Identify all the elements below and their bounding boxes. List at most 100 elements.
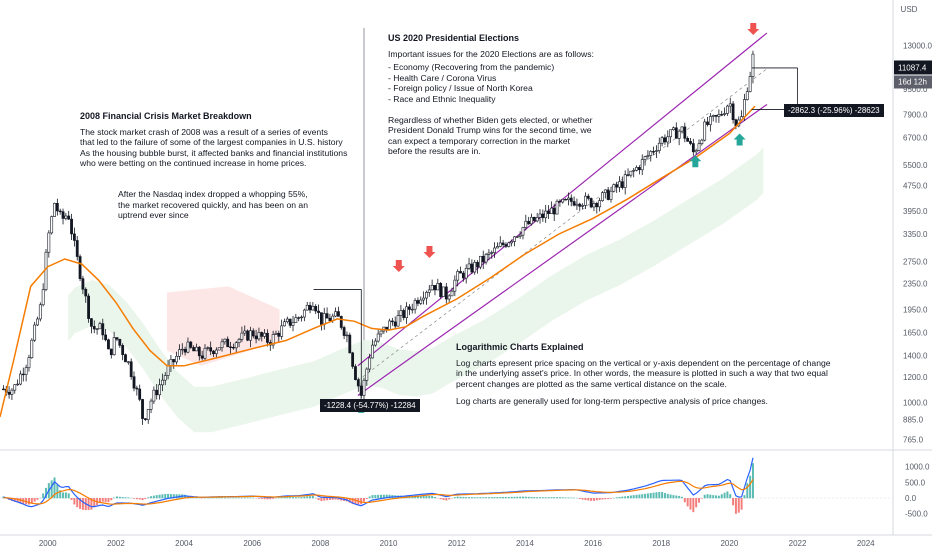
candle-body bbox=[240, 332, 244, 340]
candle-body bbox=[595, 203, 599, 208]
candle-body bbox=[72, 233, 76, 241]
histogram-bar bbox=[351, 498, 354, 504]
histogram-bar bbox=[354, 498, 357, 505]
candle-body bbox=[92, 326, 96, 330]
candle-body bbox=[586, 195, 590, 199]
candle-body bbox=[655, 150, 658, 152]
candle-body bbox=[7, 391, 11, 395]
histogram-bar bbox=[64, 492, 67, 499]
time-tick-label: 2006 bbox=[243, 539, 261, 548]
candle-body bbox=[515, 236, 519, 238]
histogram-bar bbox=[169, 494, 172, 499]
last-price-label: 11087.4 bbox=[898, 63, 927, 72]
candle-body bbox=[288, 318, 292, 326]
candle-body bbox=[691, 143, 695, 153]
histogram-bar bbox=[294, 497, 297, 499]
candle-body bbox=[149, 400, 153, 410]
candle-body bbox=[467, 263, 471, 269]
histogram-bar bbox=[263, 498, 266, 500]
histogram-bar bbox=[521, 496, 524, 499]
histogram-bar bbox=[232, 497, 235, 499]
candle-body bbox=[314, 305, 318, 312]
candle-body bbox=[711, 115, 715, 117]
candle-body bbox=[425, 292, 428, 299]
candle-body bbox=[317, 310, 320, 313]
histogram-bar bbox=[309, 496, 312, 499]
candle-body bbox=[143, 418, 147, 420]
candle-body bbox=[561, 199, 565, 203]
price-tick-label: 1400.0 bbox=[903, 351, 928, 360]
histogram-bar bbox=[252, 497, 255, 499]
histogram-bar bbox=[638, 494, 641, 499]
candle-body bbox=[490, 252, 494, 254]
candle-body bbox=[197, 346, 201, 357]
candle-body bbox=[322, 313, 326, 325]
histogram-bar bbox=[712, 495, 715, 499]
grid bbox=[0, 0, 932, 536]
candle-body bbox=[603, 189, 607, 193]
histogram-bar bbox=[462, 496, 465, 499]
candle-body bbox=[337, 311, 340, 317]
candle-body bbox=[260, 332, 264, 337]
candle-body bbox=[163, 375, 167, 381]
candle-body bbox=[305, 304, 309, 311]
histogram-bar bbox=[539, 497, 542, 499]
candle-body bbox=[277, 332, 281, 337]
candle-body bbox=[521, 227, 525, 236]
histogram-bar bbox=[161, 494, 164, 499]
histogram-bar bbox=[678, 495, 681, 499]
candle-body bbox=[422, 297, 426, 301]
candle-body bbox=[541, 213, 545, 219]
histogram-bar bbox=[567, 497, 570, 499]
moving-average-line bbox=[0, 105, 756, 418]
candle-body bbox=[629, 170, 633, 176]
histogram-bar bbox=[544, 497, 547, 499]
candle-body bbox=[101, 323, 105, 336]
histogram-bar bbox=[195, 497, 198, 499]
histogram-bar bbox=[564, 497, 567, 499]
candle-body bbox=[203, 347, 207, 359]
candle-body bbox=[493, 247, 496, 253]
elections-annotation[interactable]: US 2020 Presidential Elections Important… bbox=[388, 33, 594, 164]
candle-body bbox=[686, 138, 690, 142]
histogram-bar bbox=[433, 496, 436, 499]
candle-body bbox=[657, 142, 661, 151]
candle-body bbox=[751, 53, 755, 77]
time-axis[interactable]: 2000 2002 2004 2006 2008 2010 2012 2014 2016 2018… bbox=[39, 539, 875, 548]
candle-body bbox=[481, 255, 485, 263]
histogram-bar bbox=[482, 497, 485, 499]
histogram-bar bbox=[266, 498, 269, 500]
histogram-bar bbox=[323, 498, 326, 501]
histogram-bar bbox=[644, 493, 647, 499]
candle-body bbox=[456, 271, 460, 281]
candle-body bbox=[178, 349, 181, 357]
log-annotation[interactable]: Logarithmic Charts Explained Log charts … bbox=[456, 342, 831, 414]
candle-body bbox=[141, 399, 144, 419]
candle-body bbox=[266, 332, 269, 343]
candle-body bbox=[476, 261, 479, 268]
candle-body bbox=[581, 205, 585, 207]
candle-body bbox=[41, 289, 45, 306]
histogram-bar bbox=[473, 497, 476, 499]
crisis-annotation[interactable]: 2008 Financial Crisis Market Breakdown T… bbox=[80, 111, 347, 176]
candle-body bbox=[36, 318, 39, 326]
candle-body bbox=[609, 190, 613, 200]
histogram-bar bbox=[289, 497, 292, 499]
candle-body bbox=[379, 330, 383, 335]
candle-body bbox=[373, 340, 377, 346]
histogram-bar bbox=[385, 494, 388, 499]
histogram-bar bbox=[527, 496, 530, 499]
histogram-bar bbox=[399, 495, 402, 499]
last-price-badge bbox=[894, 60, 932, 75]
candle-body bbox=[112, 337, 116, 356]
price-axis[interactable]: USD13000.011000.09500.07900.06700.05500.… bbox=[894, 5, 932, 519]
candle-body bbox=[672, 127, 675, 130]
candle-body bbox=[319, 312, 323, 325]
sell-arrow-icon bbox=[423, 246, 436, 259]
histogram-bar bbox=[453, 497, 456, 499]
histogram-bar bbox=[698, 498, 701, 503]
candle-body bbox=[447, 295, 451, 300]
price-tick-label: 1000.0 bbox=[903, 398, 928, 407]
nasdaq-annotation[interactable]: After the Nasdaq index dropped a whoppin… bbox=[118, 189, 308, 228]
